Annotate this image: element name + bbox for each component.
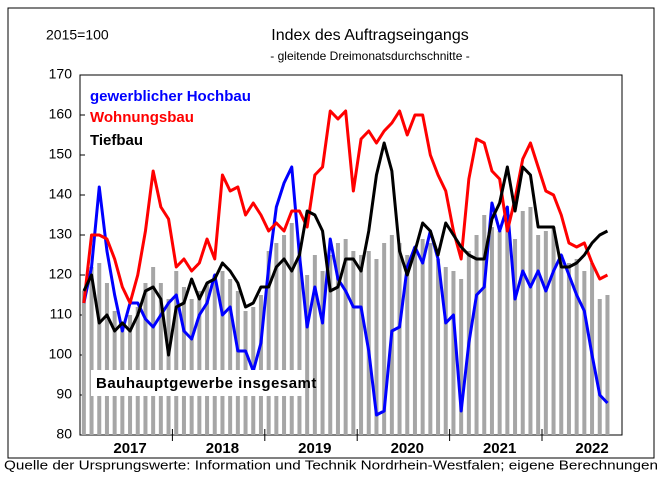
bar <box>551 227 556 435</box>
bar <box>451 271 456 435</box>
bar <box>266 251 271 435</box>
bar <box>166 299 171 435</box>
bar <box>566 263 571 435</box>
bar <box>312 255 317 435</box>
bar <box>181 287 186 435</box>
bar <box>212 275 217 435</box>
bar <box>220 271 225 435</box>
bar <box>320 271 325 435</box>
bar <box>335 243 340 435</box>
bar <box>205 283 210 435</box>
bar <box>489 227 494 435</box>
bar <box>474 235 479 435</box>
bar <box>297 243 302 435</box>
legend-box <box>91 370 303 396</box>
legend-label: gewerblicher Hochbau <box>90 88 251 105</box>
bar <box>289 223 294 435</box>
bar <box>459 279 464 435</box>
bar <box>528 207 533 435</box>
bar <box>282 235 287 435</box>
bar <box>305 275 310 435</box>
chart-subtitle: - gleitende Dreimonatsdurchschnitte - <box>270 49 469 63</box>
bar <box>436 259 441 435</box>
x-tick-label: 2017 <box>113 440 146 457</box>
bar <box>374 259 379 435</box>
y-tick-label: 80 <box>56 426 72 442</box>
outer-frame <box>7 7 655 459</box>
bar <box>143 283 148 435</box>
x-tick-label: 2019 <box>298 440 331 457</box>
bar <box>89 267 94 435</box>
bar <box>513 239 518 435</box>
bar <box>543 231 548 435</box>
bar <box>81 291 86 435</box>
bar <box>359 255 364 435</box>
line-series <box>82 109 609 305</box>
legend-label: Tiefbau <box>90 132 143 149</box>
source-note: Quelle der Ursprungswerte: Information u… <box>4 458 658 472</box>
bar <box>228 279 233 435</box>
bar <box>189 299 194 435</box>
y-tick-label: 150 <box>49 146 73 162</box>
bar <box>382 243 387 435</box>
bar <box>343 239 348 435</box>
y-tick-label: 120 <box>49 266 73 282</box>
bar <box>328 255 333 435</box>
bar <box>351 251 356 435</box>
y-tick-label: 170 <box>49 66 73 82</box>
y-tick-label: 110 <box>50 306 73 322</box>
line-series <box>82 165 609 417</box>
base-label: 2015=100 <box>46 27 109 43</box>
bar <box>158 283 163 435</box>
bar <box>505 219 510 435</box>
bar <box>235 291 240 435</box>
bar <box>397 243 402 435</box>
chart-title: Index des Auftragseingangs <box>271 27 468 44</box>
bar <box>536 235 541 435</box>
x-tick-label: 2021 <box>483 440 516 457</box>
x-tick-label: 2018 <box>206 440 239 457</box>
x-tick-label: 2022 <box>575 440 608 457</box>
legend-label: Wohnungsbau <box>90 109 194 126</box>
bar <box>582 271 587 435</box>
bar <box>412 247 417 435</box>
bar <box>605 295 610 435</box>
bar <box>559 255 564 435</box>
y-tick-label: 160 <box>49 106 73 122</box>
line-series <box>82 141 609 357</box>
bar <box>197 291 202 435</box>
y-tick-label: 130 <box>49 226 73 242</box>
bar <box>258 295 263 435</box>
bar <box>574 259 579 435</box>
bar <box>174 271 179 435</box>
bar <box>520 211 525 435</box>
y-tick-label: 140 <box>49 186 73 202</box>
bar <box>97 263 102 435</box>
bar <box>420 239 425 435</box>
bar <box>151 267 156 435</box>
bar <box>104 283 109 435</box>
bar <box>405 255 410 435</box>
bar <box>482 215 487 435</box>
plot-frame <box>79 74 623 436</box>
bar <box>428 243 433 435</box>
bar <box>443 267 448 435</box>
bar <box>497 231 502 435</box>
y-tick-label: 100 <box>49 346 73 362</box>
bar <box>597 299 602 435</box>
y-tick-label: 90 <box>56 386 72 402</box>
bar <box>274 243 279 435</box>
legend-label: Bauhauptgewerbe insgesamt <box>96 375 317 392</box>
x-tick-label: 2020 <box>391 440 424 457</box>
